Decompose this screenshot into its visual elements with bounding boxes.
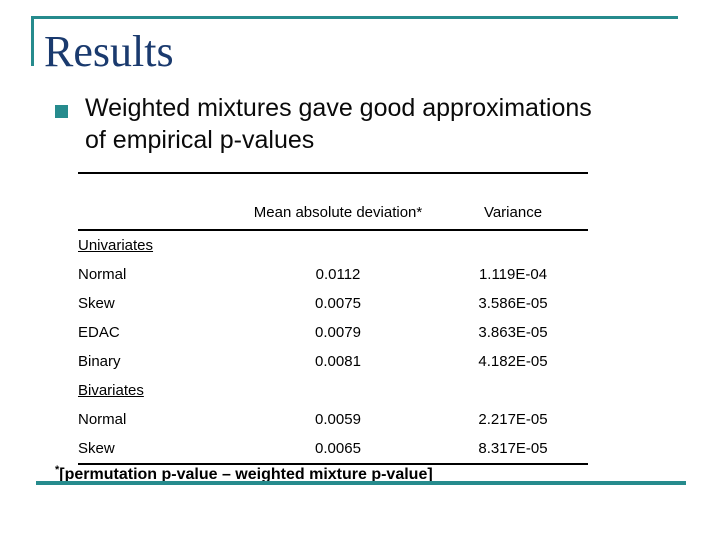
row-label: Binary bbox=[78, 353, 121, 370]
table-row-univariate-binary: Binary 0.0081 4.182E-05 bbox=[78, 347, 588, 376]
slide-title: Results bbox=[44, 27, 174, 76]
table-row-univariate-skew: Skew 0.0075 3.586E-05 bbox=[78, 289, 588, 318]
variance-value: 3.863E-05 bbox=[478, 324, 548, 341]
column-header-blank bbox=[78, 173, 238, 230]
group-header-row-bivariates: Bivariates bbox=[78, 376, 588, 405]
mad-value: 0.0081 bbox=[315, 353, 361, 370]
variance-value: 2.217E-05 bbox=[478, 411, 548, 428]
variance-value: 3.586E-05 bbox=[478, 295, 548, 312]
variance-value: 1.119E-04 bbox=[478, 266, 548, 283]
table-row-univariate-normal: Normal 0.0112 1.119E-04 bbox=[78, 260, 588, 289]
row-label: Skew bbox=[78, 440, 115, 457]
row-label: Normal bbox=[78, 266, 127, 283]
row-label: Normal bbox=[78, 411, 127, 428]
group-label-univariates: Univariates bbox=[78, 237, 154, 254]
table-row-bivariate-skew: Skew 0.0065 8.317E-05 bbox=[78, 434, 588, 464]
group-label-bivariates: Bivariates bbox=[78, 382, 144, 399]
bullet-text: Weighted mixtures gave good approximatio… bbox=[85, 92, 695, 156]
variance-value: 8.317E-05 bbox=[478, 440, 548, 457]
table-header-row: Mean absolute deviation* Variance bbox=[78, 173, 588, 230]
results-table-container: Mean absolute deviation* Variance Univar… bbox=[78, 172, 588, 465]
mad-value: 0.0075 bbox=[315, 295, 361, 312]
table-row-bivariate-normal: Normal 0.0059 2.217E-05 bbox=[78, 405, 588, 434]
mad-value: 0.0059 bbox=[315, 411, 361, 428]
footnote-asterisk: * bbox=[55, 464, 60, 476]
footnote: *[permutation p-value – weighted mixture… bbox=[55, 464, 433, 484]
title-accent-bar bbox=[31, 16, 34, 66]
row-label: EDAC bbox=[78, 324, 120, 341]
variance-value: 4.182E-05 bbox=[478, 353, 548, 370]
results-table: Mean absolute deviation* Variance Univar… bbox=[78, 172, 588, 465]
group-header-row-univariates: Univariates bbox=[78, 230, 588, 260]
bullet-item: Weighted mixtures gave good approximatio… bbox=[55, 92, 695, 156]
mad-value: 0.0079 bbox=[315, 324, 361, 341]
footnote-text: [permutation p-value – weighted mixture … bbox=[59, 466, 433, 483]
mad-value: 0.0065 bbox=[315, 440, 361, 457]
column-header-variance: Variance bbox=[483, 204, 543, 221]
column-header-mean-absolute-deviation: Mean absolute deviation* bbox=[253, 204, 423, 221]
bottom-accent-rule bbox=[36, 481, 686, 485]
row-label: Skew bbox=[78, 295, 115, 312]
bullet-text-line2: of empirical p-values bbox=[85, 126, 315, 154]
table-row-univariate-edac: EDAC 0.0079 3.863E-05 bbox=[78, 318, 588, 347]
mad-value: 0.0112 bbox=[315, 266, 361, 283]
top-accent-rule bbox=[31, 16, 678, 19]
bullet-square-icon bbox=[55, 105, 68, 118]
bullet-text-line1: Weighted mixtures gave good approximatio… bbox=[85, 94, 592, 122]
